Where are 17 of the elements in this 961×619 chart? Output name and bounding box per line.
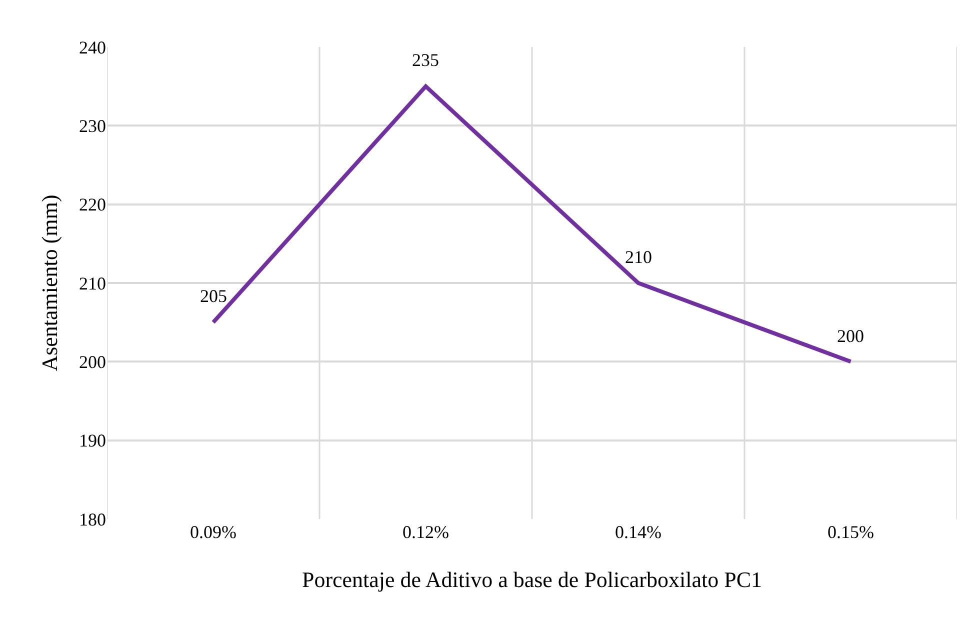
y-tick-label: 210 [79,273,106,294]
y-tick-label: 230 [79,116,106,136]
y-tick-label: 190 [79,430,106,451]
y-tick-label: 220 [79,194,106,215]
x-tick-label: 0.09% [190,522,236,542]
x-axis-title: Porcentaje de Aditivo a base de Policarboxilato PC1 [302,566,762,592]
y-tick-label: 180 [79,509,106,530]
data-label: 210 [625,247,652,267]
x-tick-label: 0.14% [615,522,662,542]
data-label: 200 [837,326,864,346]
y-axis-title: Asentamiento (mm) [36,194,62,372]
x-tick-label: 0.15% [828,522,874,542]
y-tick-label: 200 [79,352,106,372]
data-label: 205 [200,286,227,306]
y-tick-label: 240 [79,37,106,58]
data-label: 235 [412,50,439,70]
x-tick-label: 0.12% [402,522,449,542]
